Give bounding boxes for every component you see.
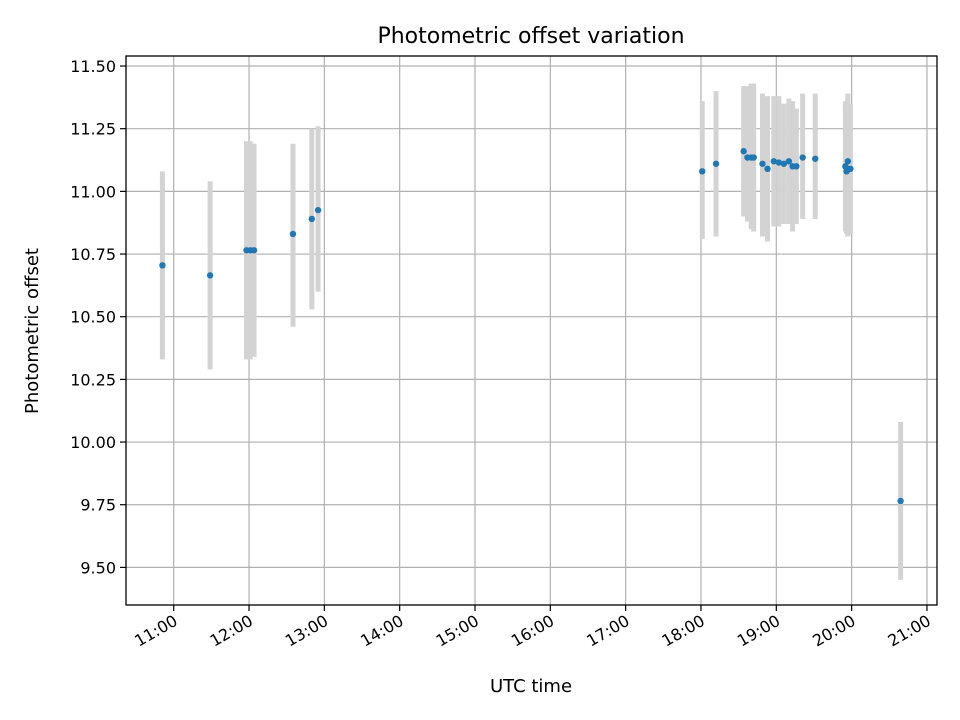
y-axis-label: Photometric offset [22, 248, 43, 414]
data-point [712, 160, 720, 167]
x-tick-label: 15:00 [433, 611, 482, 651]
data-point [308, 215, 316, 223]
data-point [847, 165, 854, 173]
x-tick-label: 13:00 [282, 611, 331, 651]
x-tick-label: 20:00 [809, 611, 858, 651]
plot-frame [125, 55, 938, 606]
x-axis: 11:00 12:00 13:00 14:00 15:00 16:00 17:00 18:00… [131, 605, 934, 651]
errorbar-layer [159, 83, 904, 580]
data-point [750, 154, 757, 161]
data-point [897, 497, 904, 505]
data-point [206, 272, 214, 279]
data-point [793, 163, 800, 170]
y-tick-label: 9.50 [80, 558, 116, 577]
data-point [764, 165, 771, 173]
y-axis: 9.50 9.75 10.00 10.25 10.50 10.75 11.00 11.25 11… [70, 57, 126, 577]
x-tick-label: 17:00 [583, 611, 632, 651]
data-point [812, 155, 819, 162]
data-point [842, 163, 849, 170]
y-tick-label: 10.50 [70, 308, 116, 327]
y-tick-label: 11.50 [70, 57, 116, 76]
data-point [775, 159, 783, 166]
x-tick-label: 14:00 [357, 611, 406, 651]
x-axis-label: UTC time [490, 676, 572, 697]
point-layer [159, 148, 904, 505]
data-point [250, 247, 258, 254]
data-point [159, 262, 166, 269]
x-tick-label: 19:00 [734, 611, 783, 651]
y-tick-label: 10.75 [70, 245, 116, 264]
x-tick-label: 12:00 [207, 611, 256, 651]
data-point [799, 154, 806, 161]
y-tick-label: 10.25 [70, 370, 116, 389]
y-tick-label: 10.00 [70, 433, 116, 452]
data-point [785, 158, 793, 165]
data-point [699, 168, 706, 175]
data-point [740, 148, 747, 155]
chart-title: Photometric offset variation [377, 24, 684, 49]
data-point [780, 160, 788, 167]
y-tick-label: 11.25 [70, 120, 116, 139]
y-tick-label: 11.00 [70, 182, 116, 201]
x-tick-label: 16:00 [508, 611, 557, 651]
data-point [759, 160, 766, 167]
data-point [289, 230, 297, 238]
data-point [314, 206, 322, 214]
x-tick-label: 21:00 [885, 611, 934, 651]
x-tick-label: 11:00 [131, 611, 180, 651]
x-tick-label: 18:00 [659, 611, 708, 651]
data-point [844, 158, 852, 165]
y-tick-label: 9.75 [80, 496, 116, 515]
data-point [770, 158, 777, 165]
